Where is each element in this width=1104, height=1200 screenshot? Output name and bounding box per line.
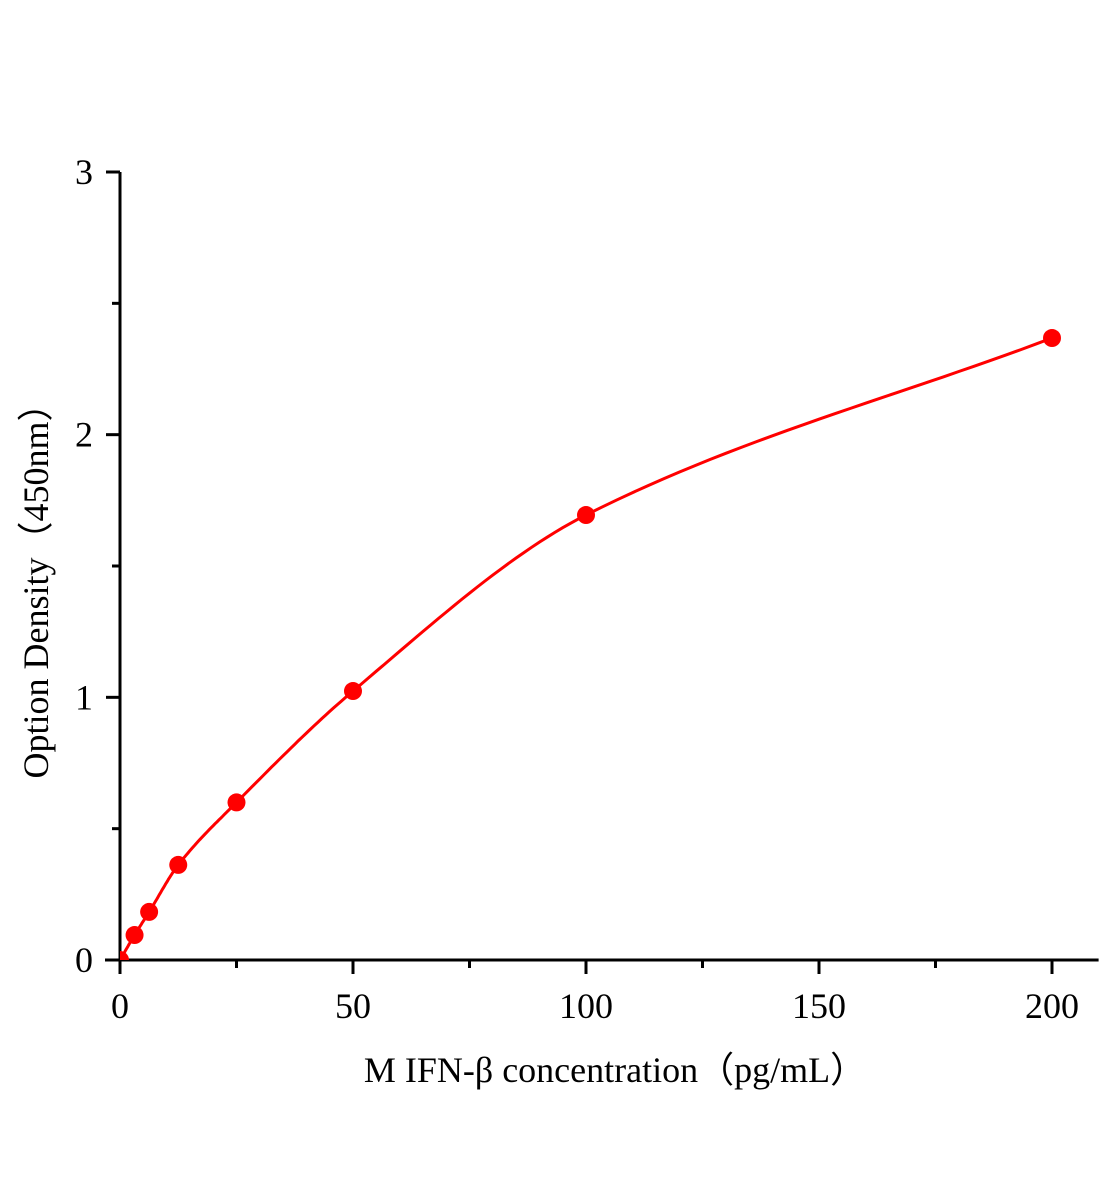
data-point [1043, 329, 1061, 348]
data-point [125, 926, 144, 945]
data-point [169, 855, 188, 874]
data-point [120, 951, 129, 960]
y-tick-label: 1 [75, 677, 93, 717]
x-tick-label: 0 [111, 986, 129, 1026]
x-tick-label: 100 [559, 986, 613, 1026]
fit-curve-group [120, 336, 1053, 960]
x-tick-label: 50 [335, 986, 371, 1026]
data-point [227, 793, 246, 812]
y-tick-label: 3 [75, 152, 93, 192]
x-axis-label: M IFN-β concentration（pg/mL） [364, 1050, 866, 1090]
y-axis-label: Option Density（450nm） [16, 386, 56, 779]
tick-labels: 0 50 100 150 200 0 1 2 3 [75, 152, 1079, 1026]
x-tick-label: 150 [792, 986, 846, 1026]
data-point [344, 682, 362, 701]
data-point [577, 506, 595, 525]
data-points [120, 329, 1061, 960]
data-point [140, 902, 159, 921]
y-tick-label: 2 [75, 415, 93, 455]
fit-curve [120, 336, 1053, 960]
y-tick-label: 0 [75, 940, 93, 980]
axes [105, 170, 1099, 974]
x-tick-label: 200 [1025, 986, 1079, 1026]
